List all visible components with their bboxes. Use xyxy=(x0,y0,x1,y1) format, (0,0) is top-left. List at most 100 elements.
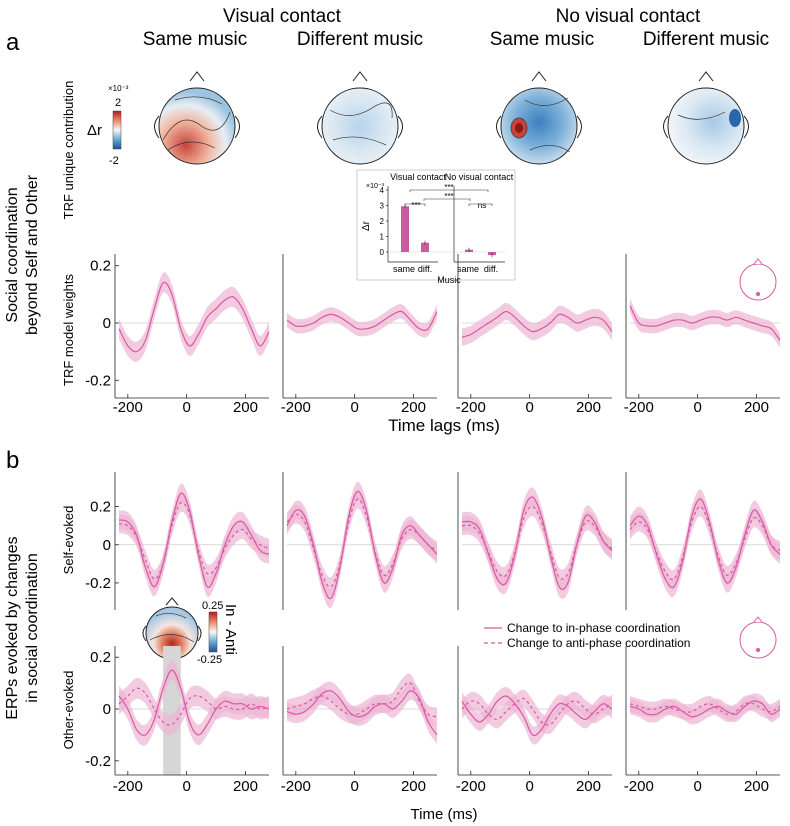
error-band-anti-phase xyxy=(462,497,612,589)
chart-trf_weights-panel-4: -200 0 200 xyxy=(624,254,781,416)
x-tick-label: -200 xyxy=(281,778,311,795)
inset-cat-3: same xyxy=(457,264,479,274)
inset-bracket xyxy=(409,189,489,192)
series-line-in-phase xyxy=(461,496,613,591)
colorbar-exponent: ×10⁻³ xyxy=(108,84,129,93)
error-band-anti-phase xyxy=(462,689,612,735)
inset-bar-1-1 xyxy=(401,206,409,252)
x-tick-label: -200 xyxy=(624,399,654,416)
inset-ylabel: Δr xyxy=(361,220,372,231)
series-line-in-phase xyxy=(629,498,781,589)
panel-a-letter: a xyxy=(6,29,20,56)
inset-y-tick-label: 0 xyxy=(380,248,385,257)
chart-trf_weights-panel-2: -200 0 200 xyxy=(281,254,438,416)
condition-title-3: Same music xyxy=(490,29,595,50)
chart-trf_weights-panel-1: -200 0 200 0.2 0 -0.2 xyxy=(85,254,270,416)
y-tick-label: 0 xyxy=(103,315,111,332)
inset-sig-2: *** xyxy=(444,192,453,201)
x-tick-label: 0 xyxy=(525,399,533,416)
legend: Change to in-phase coordination Change t… xyxy=(484,621,690,650)
x-tick-label: -200 xyxy=(113,778,143,795)
erp-colorbar: 0.25 -0.25 In - Anti xyxy=(197,600,239,666)
error-band-anti-phase xyxy=(630,497,780,590)
chart-self_evoked-panel-4 xyxy=(625,472,781,610)
group-title-visual: Visual contact xyxy=(223,6,342,27)
inset-cat-1: same xyxy=(393,264,415,274)
y-tick-label: -0.2 xyxy=(85,753,111,770)
x-tick-label: -200 xyxy=(456,399,486,416)
chart-other_evoked-panel-2: -200 0 200 xyxy=(281,646,438,795)
inset-bar-1-2 xyxy=(421,242,429,252)
series-line-anti-phase xyxy=(286,681,438,718)
y-tick-label: -0.2 xyxy=(85,372,111,389)
inset-sig-4: ns xyxy=(478,201,486,210)
inset-y-tick-label: 2 xyxy=(380,217,385,226)
series-line-anti-phase xyxy=(461,697,613,726)
series-line-mean xyxy=(629,305,781,341)
inset-xlabel: Music xyxy=(437,275,461,285)
chart-other_evoked-panel-4: -200 0 200 xyxy=(624,646,781,795)
series-line-in-phase xyxy=(118,492,270,588)
x-tick-label: 200 xyxy=(576,778,601,795)
error-band-mean xyxy=(119,272,269,362)
chart-self_evoked-panel-3 xyxy=(457,472,613,610)
series-line-mean xyxy=(461,310,613,338)
y-tick-label: 0.2 xyxy=(90,649,111,666)
inset-title-right: No visual contact xyxy=(445,172,514,182)
x-tick-label: 0 xyxy=(350,399,358,416)
erp-xlabel: Time (ms) xyxy=(411,806,478,823)
condition-title-4: Different music xyxy=(643,29,769,50)
erp-colorbar-gradient xyxy=(208,611,218,653)
inset-sig-1: *** xyxy=(444,183,453,192)
inset-cat-4: diff. xyxy=(484,264,498,274)
inset-cat-2: diff. xyxy=(418,264,432,274)
error-band-anti-phase xyxy=(287,673,437,726)
topo-ylabel: TRF unique contribution xyxy=(61,81,76,220)
series-line-anti-phase xyxy=(286,498,438,588)
x-tick-label: -200 xyxy=(113,399,143,416)
x-tick-label: 200 xyxy=(744,778,769,795)
inset-y-tick-label: 1 xyxy=(380,233,385,242)
panel-a-row-label-2: beyond Self and Other xyxy=(24,174,41,335)
panel-b-row-label-1: ERPs evoked by changes xyxy=(4,536,21,719)
condition-title-1: Same music xyxy=(143,29,248,50)
inset-sig-3: *** xyxy=(411,201,420,210)
self-evoked-ylabel: Self-evoked xyxy=(61,506,76,575)
topomap-novisual-different xyxy=(663,71,749,165)
inset-bracket xyxy=(468,203,493,206)
colorbar-gradient xyxy=(112,110,122,150)
chart-other_evoked-panel-1: -200 0 200 0.2 0 -0.2 xyxy=(85,646,270,795)
head-icon-channel-a xyxy=(739,258,777,301)
erp-colorbar-min: -0.25 xyxy=(197,654,222,666)
series-line-in-phase xyxy=(461,695,613,737)
error-band-mean xyxy=(287,304,437,338)
colorbar-max: 2 xyxy=(115,97,121,109)
series-line-in-phase xyxy=(286,490,438,600)
x-tick-label: -200 xyxy=(624,778,654,795)
error-band-mean xyxy=(630,298,780,348)
topo-colorbar: ×10⁻³ 2 -2 Δr xyxy=(87,84,129,167)
x-tick-label: 0 xyxy=(693,778,701,795)
series-line-anti-phase xyxy=(629,702,781,715)
x-tick-label: 0 xyxy=(693,399,701,416)
inset-y-tick-label: 3 xyxy=(380,202,385,211)
inset-bar-chart: Visual contact No visual contact ×10⁻³ Δ… xyxy=(356,169,516,285)
error-band-anti-phase xyxy=(287,489,437,597)
x-tick-label: -200 xyxy=(281,399,311,416)
topomap-novisual-same xyxy=(496,71,582,165)
trf-xlabel: Time lags (ms) xyxy=(388,416,500,435)
y-tick-label: 0 xyxy=(103,537,111,554)
x-tick-label: 200 xyxy=(576,399,601,416)
x-tick-label: 200 xyxy=(401,399,426,416)
x-tick-label: 200 xyxy=(401,778,426,795)
other-evoked-ylabel: Other-evoked xyxy=(61,671,76,750)
group-title-no-visual: No visual contact xyxy=(556,6,701,27)
x-tick-label: 200 xyxy=(744,399,769,416)
topomap-visual-different xyxy=(317,71,403,165)
inset-bracket xyxy=(404,203,426,206)
series-line-anti-phase xyxy=(118,501,270,580)
erp-colorbar-max: 0.25 xyxy=(202,600,223,612)
y-tick-label: 0.2 xyxy=(90,258,111,275)
panel-a-row-label-1: Social coordination xyxy=(4,187,21,322)
